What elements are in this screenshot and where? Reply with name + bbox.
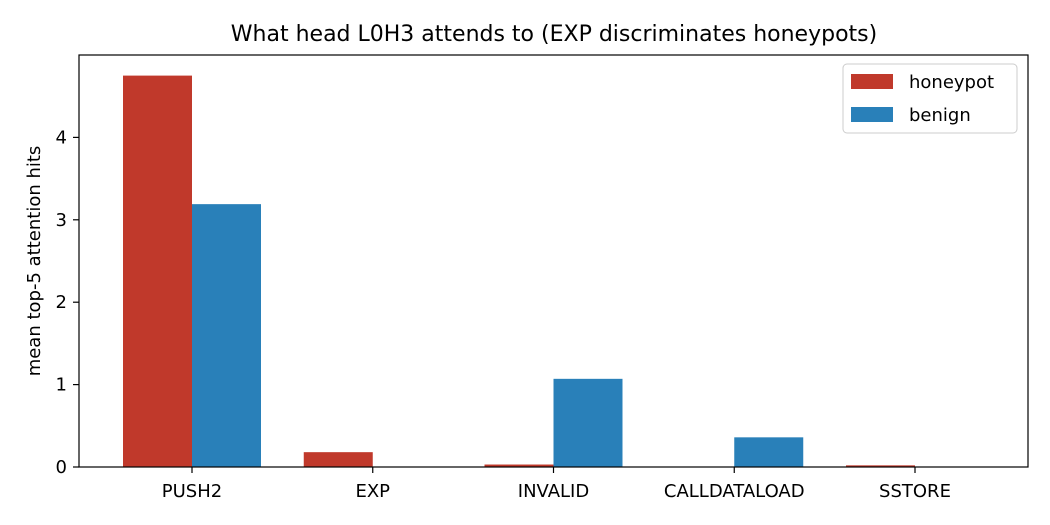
plot-area: PUSH2 EXP INVALID CALLDATALOAD SSTORE 0 1 2 3 4: [56, 54, 1029, 502]
bar-honeypot-invalid: [484, 464, 554, 467]
y-tick-label: 3: [56, 210, 67, 231]
y-tick-label: 0: [56, 457, 67, 478]
y-tick-label: 4: [56, 127, 67, 148]
bar-honeypot-sstore: [846, 465, 915, 467]
legend-label-benign: benign: [909, 105, 971, 126]
y-axis-label: mean top-5 attention hits: [24, 146, 45, 377]
legend-swatch-benign: [851, 107, 893, 122]
bar-benign-calldataload: [734, 437, 804, 467]
legend-label-honeypot: honeypot: [909, 72, 994, 93]
bar-benign-invalid: [553, 378, 623, 467]
axes-frame: [78, 54, 1029, 468]
y-tick-label: 1: [56, 375, 67, 396]
bar-honeypot-push2: [123, 75, 192, 467]
bar-benign-push2: [192, 204, 261, 468]
chart-title: What head L0H3 attends to (EXP discrimin…: [231, 22, 877, 47]
x-tick-label: INVALID: [518, 481, 589, 502]
legend: honeypot benign: [842, 63, 1018, 134]
bar-honeypot-exp: [303, 452, 373, 467]
x-tick-label: SSTORE: [879, 481, 951, 502]
legend-swatch-honeypot: [851, 74, 893, 89]
x-tick-label: CALLDATALOAD: [664, 481, 805, 502]
x-tick-label: EXP: [355, 481, 390, 502]
x-tick-label: PUSH2: [162, 481, 222, 502]
y-tick-label: 2: [56, 292, 67, 313]
